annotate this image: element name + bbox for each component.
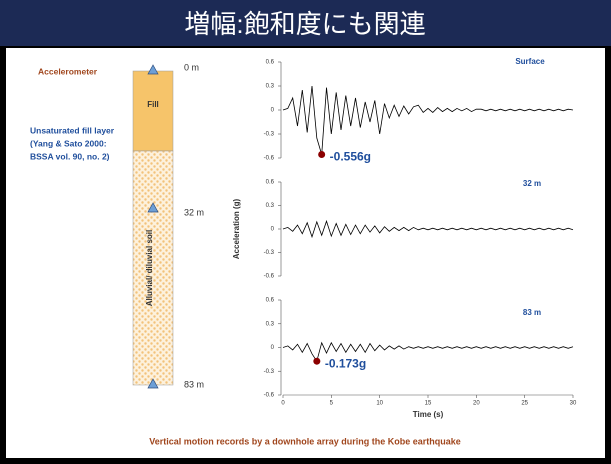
sensor-label: Accelerometer [38, 66, 98, 76]
y-tick-label: 0.3 [266, 321, 275, 327]
panel-label: Surface [515, 57, 545, 66]
x-tick-label: 10 [376, 401, 383, 407]
panel-label: 32 m [523, 179, 541, 188]
caption: Vertical motion records by a downhole ar… [149, 436, 461, 446]
peak-label: -0.556g [330, 150, 371, 164]
y-tick-label: -0.6 [264, 274, 275, 280]
y-tick-label: 0.3 [266, 84, 275, 90]
note: (Yang & Sato 2000: [30, 138, 107, 148]
x-tick-label: 15 [425, 401, 432, 407]
depth-label: 83 m [184, 379, 204, 389]
peak-marker [313, 358, 320, 365]
y-tick-label: 0.6 [266, 60, 275, 66]
peak-label: -0.173g [325, 356, 366, 370]
panel-label: 83 m [523, 308, 541, 317]
page: {"title": "増幅:飽和度にも関連", "caption": "Vert… [0, 0, 611, 464]
peak-marker [318, 151, 325, 158]
depth-label: 0 m [184, 62, 199, 72]
y-tick-label: -0.3 [264, 250, 275, 256]
x-tick-label: 25 [521, 401, 528, 407]
note: Unsaturated fill layer [30, 125, 115, 135]
y-tick-label: -0.3 [264, 132, 275, 138]
depth-label: 32 m [184, 207, 204, 217]
slide-title: 増幅:飽和度にも関連 [184, 9, 425, 39]
y-tick-label: 0.3 [266, 203, 275, 209]
slide: 増幅:飽和度にも関連 Fill Alluvial/ diluvial soil … [0, 0, 611, 464]
x-tick-label: 20 [473, 401, 480, 407]
slide-body [6, 48, 605, 458]
y-tick-label: -0.3 [264, 369, 275, 375]
y-axis-label: Acceleration (g) [232, 198, 241, 259]
layer-label: Alluvial/ diluvial soil [145, 230, 154, 306]
note: BSSA vol. 90, no. 2) [30, 151, 110, 161]
x-tick-label: 30 [570, 401, 577, 407]
layer-label: Fill [147, 100, 159, 109]
y-tick-label: 0.6 [266, 298, 275, 304]
fill-layer [133, 71, 173, 151]
y-tick-label: -0.6 [264, 393, 275, 399]
y-tick-label: -0.6 [264, 156, 275, 162]
x-axis-label: Time (s) [413, 410, 444, 419]
y-tick-label: 0.6 [266, 180, 275, 186]
